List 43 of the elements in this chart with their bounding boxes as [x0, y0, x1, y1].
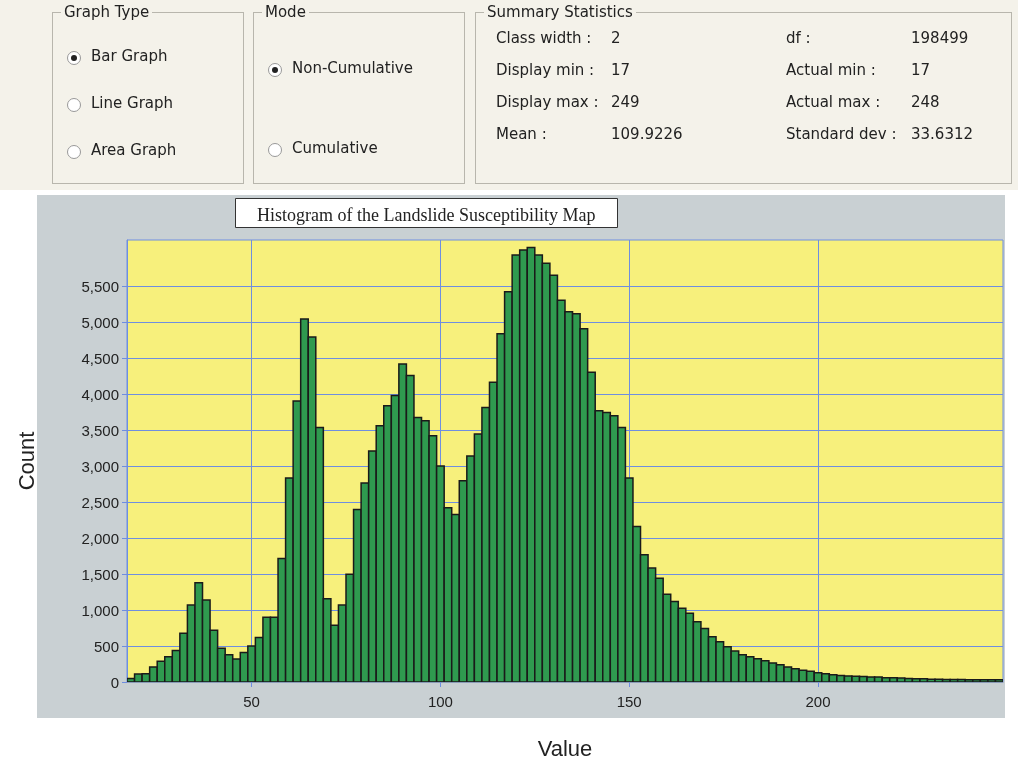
text: 109.9226	[611, 125, 683, 143]
text: 33.6312	[911, 125, 974, 143]
text: Display min :	[496, 61, 595, 79]
x-tick-label: 200	[805, 693, 831, 710]
y-tick-label: 4,000	[81, 386, 119, 404]
text: df :	[786, 29, 811, 47]
y-tick-label: 1,500	[81, 565, 119, 583]
text: Bar Graph	[91, 47, 168, 65]
text: Cumulative	[292, 139, 378, 157]
text: 248	[911, 93, 940, 111]
y-tick-label: 5,000	[81, 314, 119, 332]
y-tick-label: 2,500	[81, 493, 119, 511]
text: 2	[611, 29, 621, 47]
x-tick-label: 100	[427, 693, 453, 710]
text: Actual max :	[786, 93, 881, 111]
x-axis-title: Value	[537, 735, 593, 761]
y-tick-label: 1,000	[81, 601, 119, 619]
text: Mode	[262, 3, 309, 21]
y-tick-label: 0	[110, 673, 119, 691]
text: Line Graph	[91, 94, 174, 112]
text: Class width :	[496, 29, 592, 47]
text: Actual min :	[786, 61, 876, 79]
text: Area Graph	[91, 141, 177, 159]
text: Non-Cumulative	[292, 59, 413, 77]
x-tick-label: 150	[616, 693, 642, 710]
text: 249	[611, 93, 640, 111]
text: Standard dev :	[786, 125, 897, 143]
y-tick-label: 2,000	[81, 529, 119, 547]
y-axis-title: Count	[13, 431, 39, 491]
text: 198499	[911, 29, 969, 47]
y-tick-label: 500	[93, 637, 119, 655]
y-tick-label: 4,500	[81, 350, 119, 368]
text: 17	[611, 61, 631, 79]
text: Display max :	[496, 93, 599, 111]
chart-title: Histogram of the Landslide Susceptibility Map	[257, 205, 596, 225]
text: Graph Type	[61, 3, 153, 21]
x-tick-label: 50	[243, 693, 260, 710]
y-tick-label: 3,500	[81, 421, 119, 439]
text: 17	[911, 61, 931, 79]
y-tick-label: 3,000	[81, 457, 119, 475]
y-tick-label: 5,500	[81, 278, 119, 296]
text: Mean :	[496, 125, 547, 143]
text: Summary Statistics	[484, 3, 636, 21]
